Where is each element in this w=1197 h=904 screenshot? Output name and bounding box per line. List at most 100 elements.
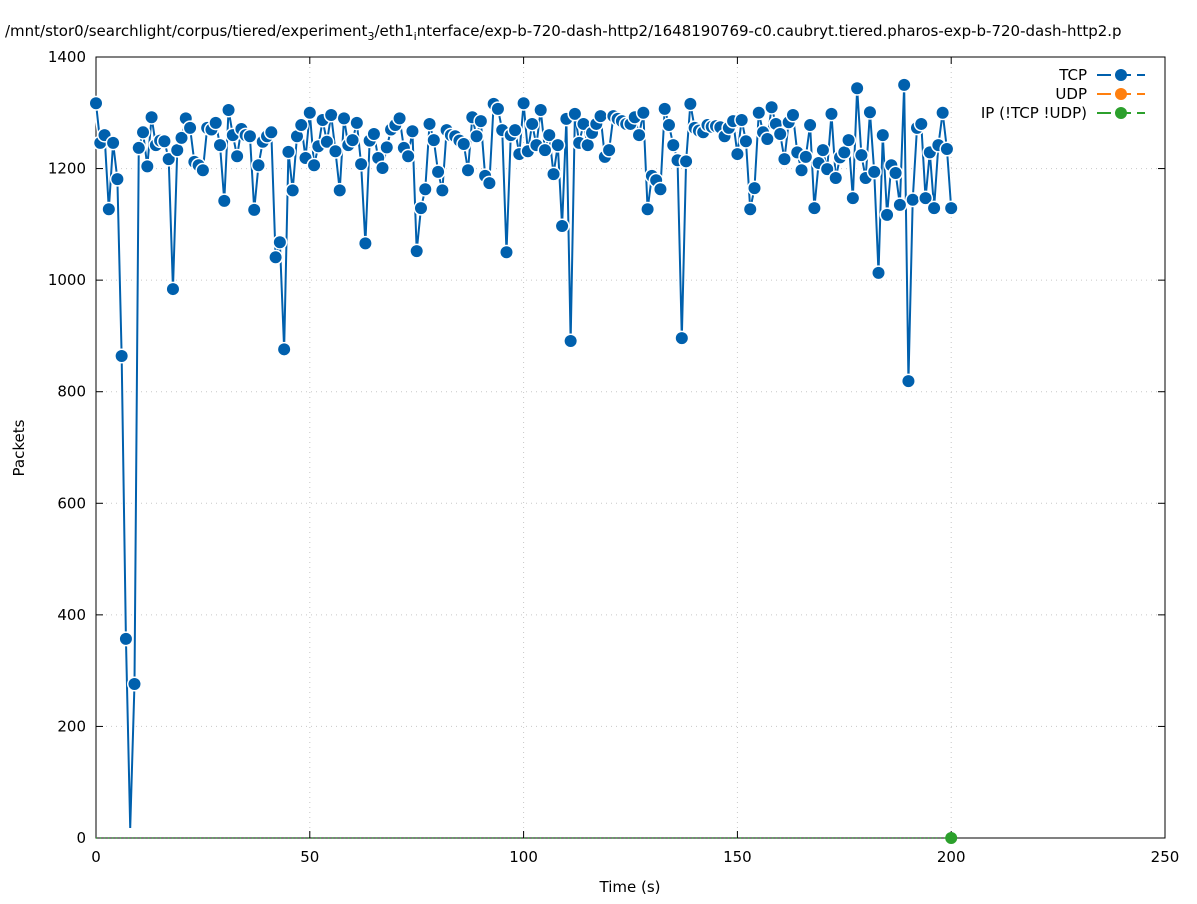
data-point-tcp (158, 135, 171, 148)
data-point-tcp (816, 144, 829, 157)
data-point-tcp (286, 184, 299, 197)
y-axis-label: Packets (10, 419, 28, 476)
data-point-tcp (752, 106, 765, 119)
data-point-tcp (406, 125, 419, 138)
plot-area (88, 77, 959, 844)
data-point-tcp (868, 165, 881, 178)
data-point-tcp (568, 107, 581, 120)
data-point-tcp (551, 139, 564, 152)
data-point-tcp (325, 109, 338, 122)
data-point-tcp (675, 332, 688, 345)
data-point-tcp (945, 202, 958, 215)
data-point-tcp (577, 117, 590, 130)
data-point-tcp (680, 155, 693, 168)
data-point-tcp (889, 167, 902, 180)
data-point-tcp (594, 110, 607, 123)
x-tick-label: 200 (937, 848, 966, 866)
y-tick-label: 1200 (48, 160, 86, 178)
data-point-tcp (581, 139, 594, 152)
data-point-tcp (355, 158, 368, 171)
data-point-tcp (842, 134, 855, 147)
data-point-tcp (269, 251, 282, 264)
data-point-tcp (231, 150, 244, 163)
data-point-tcp (517, 97, 530, 110)
data-point-tcp (376, 162, 389, 175)
data-point-tcp (534, 103, 547, 116)
data-point-tcp (662, 119, 675, 132)
data-point-tcp (474, 115, 487, 128)
data-point-tcp (872, 266, 885, 279)
data-point-tcp (218, 194, 231, 207)
y-tick-label: 400 (57, 606, 86, 624)
data-point-tcp (166, 283, 179, 296)
axes: 0 50 100 150 200 250 0 200 400 600 800 1000 1200 1400 (48, 48, 1180, 866)
data-point-tcp (774, 127, 787, 140)
data-point-tcp (214, 139, 227, 152)
data-point-tcp (509, 124, 522, 137)
data-point-tcp (462, 164, 475, 177)
data-point-tcp (102, 203, 115, 216)
data-point-tcp (145, 111, 158, 124)
data-point-tcp (141, 160, 154, 173)
legend-label: TCP (1058, 66, 1087, 84)
legend-label: UDP (1055, 85, 1087, 103)
data-point-tcp (303, 106, 316, 119)
data-point-tcp (115, 350, 128, 363)
data-point-tcp (367, 127, 380, 140)
y-tick-label: 0 (76, 829, 86, 847)
data-point-tcp (295, 119, 308, 132)
data-point-tcp (175, 131, 188, 144)
data-point-ip (945, 832, 958, 844)
data-point-tcp (855, 149, 868, 162)
data-point-tcp (500, 246, 513, 259)
data-point-tcp (333, 184, 346, 197)
data-point-tcp (128, 678, 141, 691)
data-point-tcp (808, 202, 821, 215)
data-point-tcp (402, 150, 415, 163)
data-point-tcp (876, 129, 889, 142)
data-point-tcp (654, 183, 667, 196)
data-point-tcp (637, 106, 650, 119)
data-point-tcp (526, 117, 539, 130)
data-point-tcp (483, 177, 496, 190)
data-point-tcp (564, 334, 577, 347)
data-point-tcp (491, 102, 504, 115)
data-point-tcp (162, 153, 175, 166)
data-point-tcp (252, 159, 265, 172)
legend-marker (1115, 88, 1127, 100)
x-axis-label: Time (s) (599, 878, 661, 896)
data-point-tcp (846, 192, 859, 205)
data-point-tcp (273, 236, 286, 249)
data-point-tcp (936, 106, 949, 119)
data-point-tcp (346, 134, 359, 147)
data-point-tcp (641, 203, 654, 216)
chart-title: /mnt/stor0/searchlight/corpus/tiered/exp… (5, 22, 1122, 43)
data-point-tcp (243, 130, 256, 143)
data-point-tcp (804, 119, 817, 132)
y-tick-label: 800 (57, 383, 86, 401)
data-point-tcp (338, 112, 351, 125)
y-tick-label: 1400 (48, 48, 86, 66)
data-point-tcp (658, 102, 671, 115)
data-point-tcp (851, 82, 864, 95)
data-point-tcp (132, 141, 145, 154)
data-point-tcp (90, 97, 102, 110)
data-point-tcp (829, 172, 842, 185)
legend-label: IP (!TCP !UDP) (981, 104, 1087, 122)
data-point-tcp (119, 632, 132, 645)
data-point-tcp (265, 126, 278, 139)
data-point-tcp (893, 198, 906, 211)
data-point-tcp (209, 116, 222, 129)
data-point-tcp (359, 237, 372, 250)
data-point-tcp (795, 164, 808, 177)
y-tick-label: 600 (57, 494, 86, 512)
data-point-tcp (107, 136, 120, 149)
data-point-tcp (320, 135, 333, 148)
data-point-tcp (329, 145, 342, 158)
x-tick-label: 0 (91, 848, 101, 866)
data-point-tcp (731, 148, 744, 161)
data-point-tcp (423, 117, 436, 130)
data-point-tcp (825, 107, 838, 120)
